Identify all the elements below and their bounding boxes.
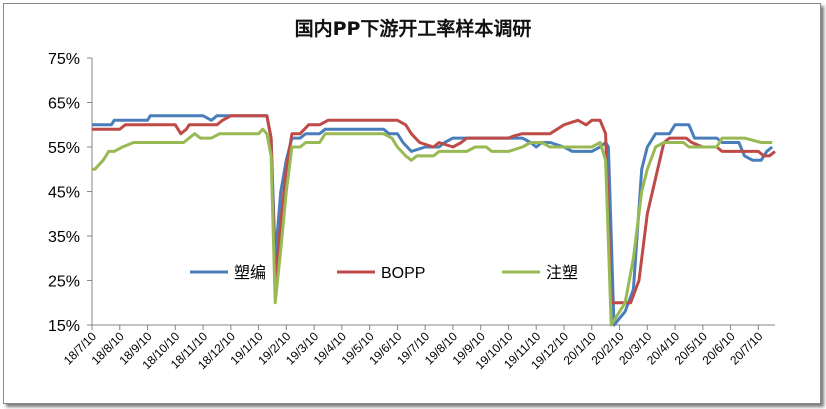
y-tick-label: 55%	[48, 140, 80, 157]
series-lines	[92, 114, 776, 327]
y-tick-label: 25%	[48, 274, 80, 291]
chart-title: 国内PP下游开工率样本调研	[294, 18, 532, 40]
y-tick-label: 45%	[48, 185, 80, 202]
x-axis-ticks: 18/7/1018/8/1018/9/1018/10/1018/11/1018/…	[61, 325, 766, 372]
y-tick-label: 15%	[48, 318, 80, 335]
y-tick-label: 65%	[48, 96, 80, 113]
y-tick-label: 75%	[48, 51, 80, 68]
legend-label: 塑编	[234, 264, 266, 282]
y-axis-ticks: 15% 25% 35% 45% 55% 65% 75%	[48, 51, 92, 335]
series-line-2	[92, 114, 776, 305]
legend-label: BOPP	[381, 265, 425, 282]
chart-frame	[3, 3, 821, 404]
chart-axes	[91, 58, 775, 326]
legend-label: 注塑	[546, 264, 578, 282]
series-line-3	[92, 127, 773, 327]
y-tick-label: 35%	[48, 229, 80, 246]
chart-legend: 塑编 BOPP 注塑	[190, 264, 578, 282]
